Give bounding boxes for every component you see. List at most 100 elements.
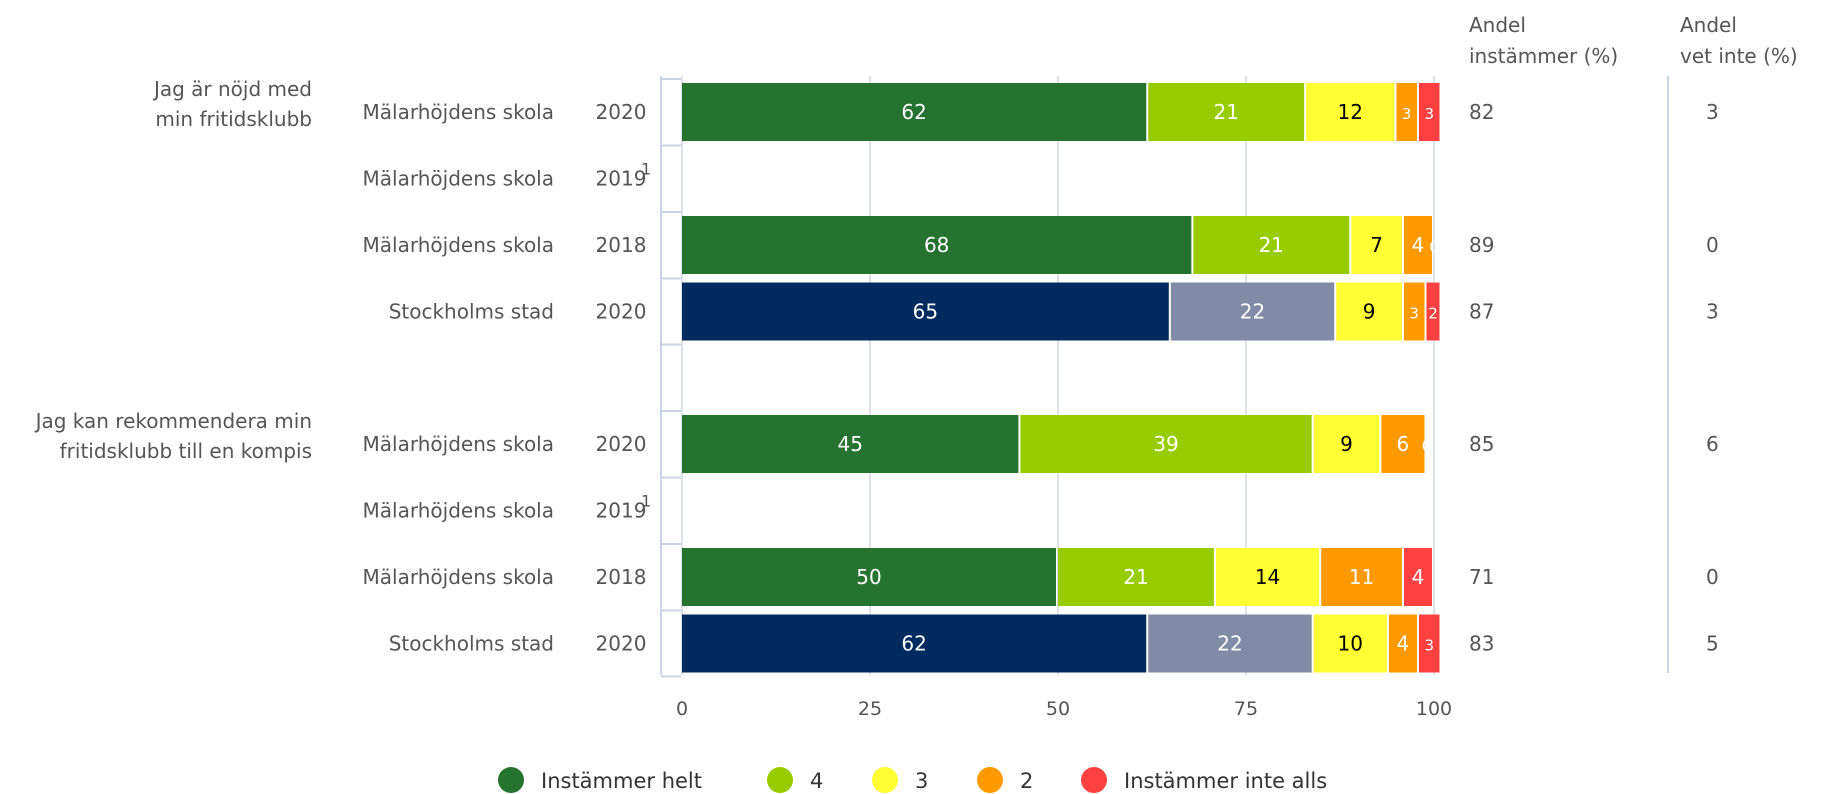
x-tick-label-75: 75 <box>1234 698 1258 720</box>
bar-value-label: 9 <box>1340 432 1353 456</box>
bar-value-label: 45 <box>837 432 862 456</box>
bar-segment <box>1403 282 1425 341</box>
legend-swatch <box>498 767 524 793</box>
row-year: 2019 <box>596 167 647 191</box>
bars: 62 21 12 3 368 21 7 4 065 22 9 3 245 39 9 6 050 21 14 11 462… <box>682 83 1440 673</box>
x-tick-label-100: 100 <box>1416 698 1452 720</box>
legend-swatch <box>977 767 1003 793</box>
row-labels: Jag är nöjd med min fritidsklubb Mälarhöjd… <box>34 77 1719 656</box>
legend-label: 2 <box>1020 769 1033 793</box>
bar-segment <box>1396 83 1417 141</box>
legend: Instämmer helt 4 3 2 Instämmer inte alls <box>498 767 1327 793</box>
bar-segment <box>1351 216 1402 274</box>
x-axis: 0 25 50 75 100 <box>660 76 1452 720</box>
row-footnote: 1 <box>641 160 651 179</box>
row-label: Stockholms stad <box>389 300 554 324</box>
bar-segment <box>1020 415 1312 473</box>
bar-value-label: 2 <box>1428 305 1438 323</box>
legend-swatch <box>767 767 793 793</box>
agree-value: 83 <box>1469 632 1494 656</box>
x-tick-label-0: 0 <box>676 698 688 720</box>
column-header-dontknow-line-0: Andel <box>1680 13 1737 37</box>
bar-value-label: 3 <box>1402 105 1412 123</box>
row-label: Mälarhöjdens skola <box>363 499 554 523</box>
dontknow-value: 0 <box>1706 233 1719 257</box>
agree-value: 89 <box>1469 233 1494 257</box>
dontknow-value: 0 <box>1706 565 1719 589</box>
bar-segment <box>682 282 1169 341</box>
row-label: Mälarhöjdens skola <box>363 432 554 456</box>
agree-value: 71 <box>1469 565 1494 589</box>
bar-segment <box>1148 83 1305 141</box>
row-year: 2020 <box>596 300 647 324</box>
x-tick-label-50: 50 <box>1046 698 1070 720</box>
agree-value: 87 <box>1469 300 1494 324</box>
bar-value-label: 22 <box>1217 632 1242 656</box>
legend-label: Instämmer helt <box>541 769 702 793</box>
row-label: Mälarhöjdens skola <box>363 233 554 257</box>
bar-segment <box>1381 415 1425 473</box>
question-label-0-line-1: min fritidsklubb <box>155 107 312 131</box>
question-label-1-line-0: Jag kan rekommendera min <box>34 409 312 433</box>
row-label: Stockholms stad <box>389 632 554 656</box>
bar-segment <box>1193 216 1350 274</box>
bar-value-label: 21 <box>1213 100 1238 124</box>
bar-segment <box>682 548 1056 606</box>
bar-segment <box>1403 216 1432 274</box>
question-label-0-line-0: Jag är nöjd med <box>152 77 312 101</box>
bar-segment <box>1388 614 1417 673</box>
bar-value-label: 22 <box>1240 300 1265 324</box>
row-year: 2018 <box>596 233 647 257</box>
bar-segment <box>1058 548 1214 606</box>
bar-segment <box>1306 83 1395 141</box>
agree-value: 85 <box>1469 432 1494 456</box>
bar-segment <box>1148 614 1312 673</box>
bar-segment <box>1321 548 1402 606</box>
bar-value-label: 21 <box>1123 565 1148 589</box>
bar-segment <box>682 415 1019 473</box>
column-header-dontknow-line-1: vet inte (%) <box>1680 44 1798 68</box>
row-year: 2020 <box>596 632 647 656</box>
bar-value-label: 3 <box>1424 105 1434 123</box>
column-headers: Andel instämmer (%) Andel vet inte (%) <box>1469 13 1798 673</box>
dontknow-value: 6 <box>1706 432 1719 456</box>
bar-value-label: 39 <box>1153 432 1178 456</box>
row-year: 2020 <box>596 100 647 124</box>
bar-segment <box>1418 614 1440 673</box>
legend-swatch <box>1081 767 1107 793</box>
dontknow-value: 5 <box>1706 632 1719 656</box>
bar-value-label: 12 <box>1338 100 1363 124</box>
question-label-1-line-1: fritidsklubb till en kompis <box>60 439 312 463</box>
bar-segment <box>1403 548 1432 606</box>
bar-value-label: 10 <box>1338 632 1363 656</box>
bar-value-label: 3 <box>1424 637 1434 655</box>
row-label: Mälarhöjdens skola <box>363 167 554 191</box>
bar-value-label: 0 <box>1429 238 1439 256</box>
dontknow-value: 3 <box>1706 300 1719 324</box>
bar-value-label: 4 <box>1412 233 1425 257</box>
bar-segment <box>682 216 1192 274</box>
row-year: 2019 <box>596 499 647 523</box>
bar-value-label: 9 <box>1363 300 1376 324</box>
bar-value-label: 62 <box>901 100 926 124</box>
row-label: Mälarhöjdens skola <box>363 100 554 124</box>
dontknow-value: 3 <box>1706 100 1719 124</box>
bar-value-label: 6 <box>1397 432 1410 456</box>
bar-segment <box>682 83 1147 141</box>
bar-value-label: 4 <box>1397 632 1410 656</box>
agree-value: 82 <box>1469 100 1494 124</box>
bar-segment <box>1426 282 1440 341</box>
row-year: 2018 <box>596 565 647 589</box>
legend-swatch <box>872 767 898 793</box>
bar-value-label: 14 <box>1255 565 1280 589</box>
bar-value-label: 3 <box>1409 305 1419 323</box>
bar-segment <box>682 614 1147 673</box>
bar-value-label: 50 <box>856 565 881 589</box>
bar-segment <box>1313 614 1387 673</box>
legend-label: 4 <box>810 769 823 793</box>
x-tick-label-25: 25 <box>858 698 882 720</box>
bar-value-label: 4 <box>1412 565 1425 589</box>
bar-value-label: 62 <box>901 632 926 656</box>
bar-segment <box>1215 548 1320 606</box>
